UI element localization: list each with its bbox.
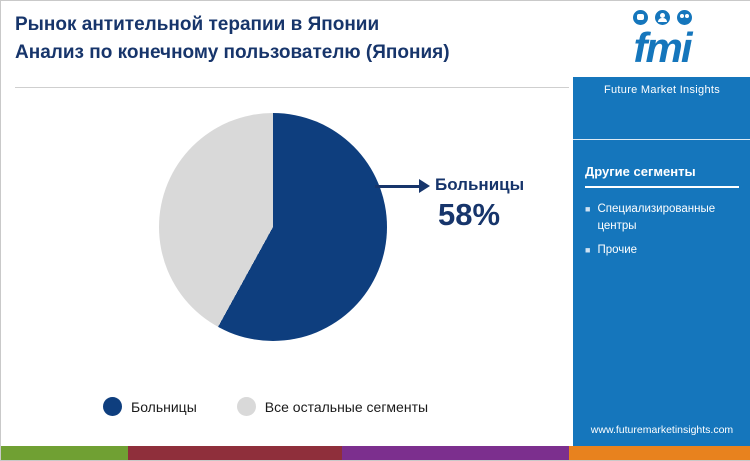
sidebar-heading: Другие сегменты	[585, 164, 739, 188]
list-item: ■ Специализированные центры	[585, 201, 739, 236]
legend-label: Больницы	[131, 398, 197, 415]
callout-arrow-head-icon	[419, 179, 430, 193]
chat-icon	[632, 10, 648, 25]
page-title-line2: Анализ по конечному пользователю (Япония…	[15, 41, 450, 63]
page-title-line1: Рынок антительной терапии в Японии	[15, 14, 380, 35]
website-link[interactable]: www.futuremarketinsights.com	[590, 424, 734, 436]
footer-stripe-segment	[569, 446, 750, 460]
list-item-label: Специализированные центры	[597, 203, 716, 233]
list-item: ■ Прочие	[585, 242, 739, 259]
pie-chart	[159, 113, 387, 341]
sidebar-list: ■ Специализированные центры ■ Прочие	[585, 201, 739, 265]
people-icon	[676, 10, 692, 25]
legend-item-other-segments: Все остальные сегменты	[236, 397, 429, 416]
list-item-label: Прочие	[597, 243, 638, 256]
footer-stripe-segment	[128, 446, 342, 460]
legend-swatch	[236, 397, 256, 416]
bullet-icon: ■	[585, 204, 591, 214]
person-icon	[654, 10, 670, 25]
fmi-logo-text: fmi	[633, 24, 693, 71]
title-divider	[15, 87, 569, 88]
legend-item-hospitals: Больницы	[103, 397, 197, 416]
callout-value: 58%	[438, 197, 501, 232]
sidebar-divider	[573, 139, 750, 140]
bullet-icon: ■	[585, 244, 591, 255]
title-block: Рынок антительной терапии в Японии Анали…	[15, 11, 567, 66]
logo-icons	[573, 10, 750, 25]
legend-label: Все остальные сегменты	[264, 398, 429, 415]
sidebar: fmi Future Market Insights Другие сегмен…	[573, 1, 750, 448]
fmi-logo: fmi	[573, 1, 750, 77]
brand-name: Future Market Insights	[603, 84, 721, 96]
callout-arrow-line	[375, 185, 421, 188]
footer-stripe-segment	[342, 446, 569, 460]
footer-stripe	[1, 446, 750, 460]
chart-panel: Рынок антительной терапии в Японии Анали…	[1, 1, 573, 448]
legend-swatch	[103, 397, 122, 416]
legend: Больницы Все остальные сегменты	[103, 397, 428, 416]
callout-label: Больницы	[435, 175, 525, 194]
footer-stripe-segment	[1, 446, 128, 460]
